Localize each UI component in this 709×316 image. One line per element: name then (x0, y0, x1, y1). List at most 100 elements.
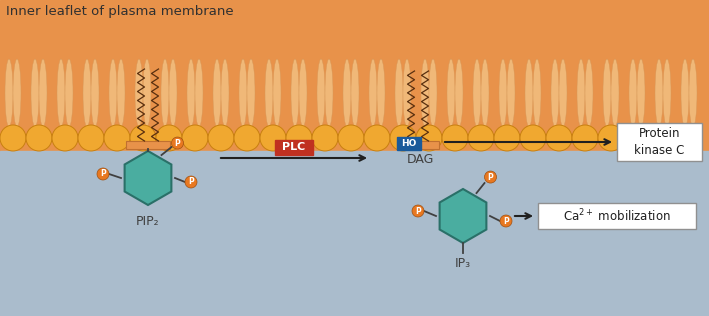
Ellipse shape (585, 59, 593, 127)
Ellipse shape (13, 59, 21, 127)
Ellipse shape (403, 59, 411, 127)
Circle shape (208, 125, 234, 151)
Circle shape (494, 125, 520, 151)
Text: P: P (503, 216, 509, 226)
Circle shape (52, 125, 78, 151)
Ellipse shape (65, 59, 73, 127)
Text: HO: HO (401, 139, 417, 148)
Ellipse shape (317, 59, 325, 127)
Ellipse shape (689, 59, 697, 127)
Bar (0, 151, 709, 316)
Ellipse shape (637, 59, 645, 127)
Ellipse shape (577, 59, 585, 127)
Ellipse shape (629, 59, 637, 127)
Ellipse shape (39, 59, 47, 127)
Circle shape (130, 125, 156, 151)
Ellipse shape (351, 59, 359, 127)
Circle shape (520, 125, 546, 151)
Bar (126, 141, 170, 149)
Ellipse shape (681, 59, 689, 127)
Circle shape (97, 168, 109, 180)
Circle shape (26, 125, 52, 151)
Circle shape (182, 125, 208, 151)
Circle shape (390, 125, 416, 151)
Circle shape (260, 125, 286, 151)
Ellipse shape (91, 59, 99, 127)
Ellipse shape (343, 59, 351, 127)
Text: P: P (100, 169, 106, 179)
Ellipse shape (117, 59, 125, 127)
Circle shape (338, 125, 364, 151)
Bar (397, 141, 439, 149)
Text: DAG: DAG (406, 153, 434, 166)
Ellipse shape (447, 59, 455, 127)
Text: PLC: PLC (282, 143, 306, 153)
Circle shape (286, 125, 312, 151)
Circle shape (156, 125, 182, 151)
Circle shape (484, 171, 496, 183)
Bar (275, 140, 313, 155)
Polygon shape (440, 189, 486, 243)
Ellipse shape (161, 59, 169, 127)
Ellipse shape (143, 59, 151, 127)
Ellipse shape (291, 59, 299, 127)
Ellipse shape (395, 59, 403, 127)
Circle shape (416, 125, 442, 151)
Ellipse shape (109, 59, 117, 127)
Ellipse shape (273, 59, 281, 127)
Ellipse shape (663, 59, 671, 127)
Circle shape (412, 205, 424, 217)
Ellipse shape (135, 59, 143, 127)
Ellipse shape (169, 59, 177, 127)
Text: Inner leaflet of plasma membrane: Inner leaflet of plasma membrane (6, 5, 234, 18)
Circle shape (172, 137, 184, 149)
Circle shape (624, 125, 650, 151)
Circle shape (0, 125, 26, 151)
Ellipse shape (187, 59, 195, 127)
Circle shape (442, 125, 468, 151)
Ellipse shape (421, 59, 429, 127)
Ellipse shape (525, 59, 533, 127)
Text: P: P (174, 138, 180, 148)
Ellipse shape (5, 59, 13, 127)
Bar (617, 123, 702, 161)
Ellipse shape (611, 59, 619, 127)
Ellipse shape (377, 59, 385, 127)
Ellipse shape (551, 59, 559, 127)
Text: PIP₂: PIP₂ (136, 215, 160, 228)
Ellipse shape (195, 59, 203, 127)
Ellipse shape (325, 59, 333, 127)
Ellipse shape (31, 59, 39, 127)
Text: P: P (415, 206, 421, 216)
Bar (0, 0, 709, 151)
Circle shape (364, 125, 390, 151)
Ellipse shape (499, 59, 507, 127)
Circle shape (598, 125, 624, 151)
Bar (538, 203, 696, 229)
Circle shape (546, 125, 572, 151)
Circle shape (185, 176, 197, 188)
Ellipse shape (265, 59, 273, 127)
Bar (397, 137, 421, 150)
Circle shape (468, 125, 494, 151)
Ellipse shape (507, 59, 515, 127)
Text: Protein
kinase C: Protein kinase C (635, 127, 685, 157)
Ellipse shape (655, 59, 663, 127)
Circle shape (500, 215, 512, 227)
Ellipse shape (429, 59, 437, 127)
Circle shape (650, 125, 676, 151)
Ellipse shape (213, 59, 221, 127)
Ellipse shape (247, 59, 255, 127)
Circle shape (676, 125, 702, 151)
Ellipse shape (481, 59, 489, 127)
Ellipse shape (299, 59, 307, 127)
Circle shape (78, 125, 104, 151)
Ellipse shape (603, 59, 611, 127)
Ellipse shape (83, 59, 91, 127)
Ellipse shape (239, 59, 247, 127)
Ellipse shape (559, 59, 567, 127)
Ellipse shape (533, 59, 541, 127)
Circle shape (312, 125, 338, 151)
Circle shape (234, 125, 260, 151)
Ellipse shape (473, 59, 481, 127)
